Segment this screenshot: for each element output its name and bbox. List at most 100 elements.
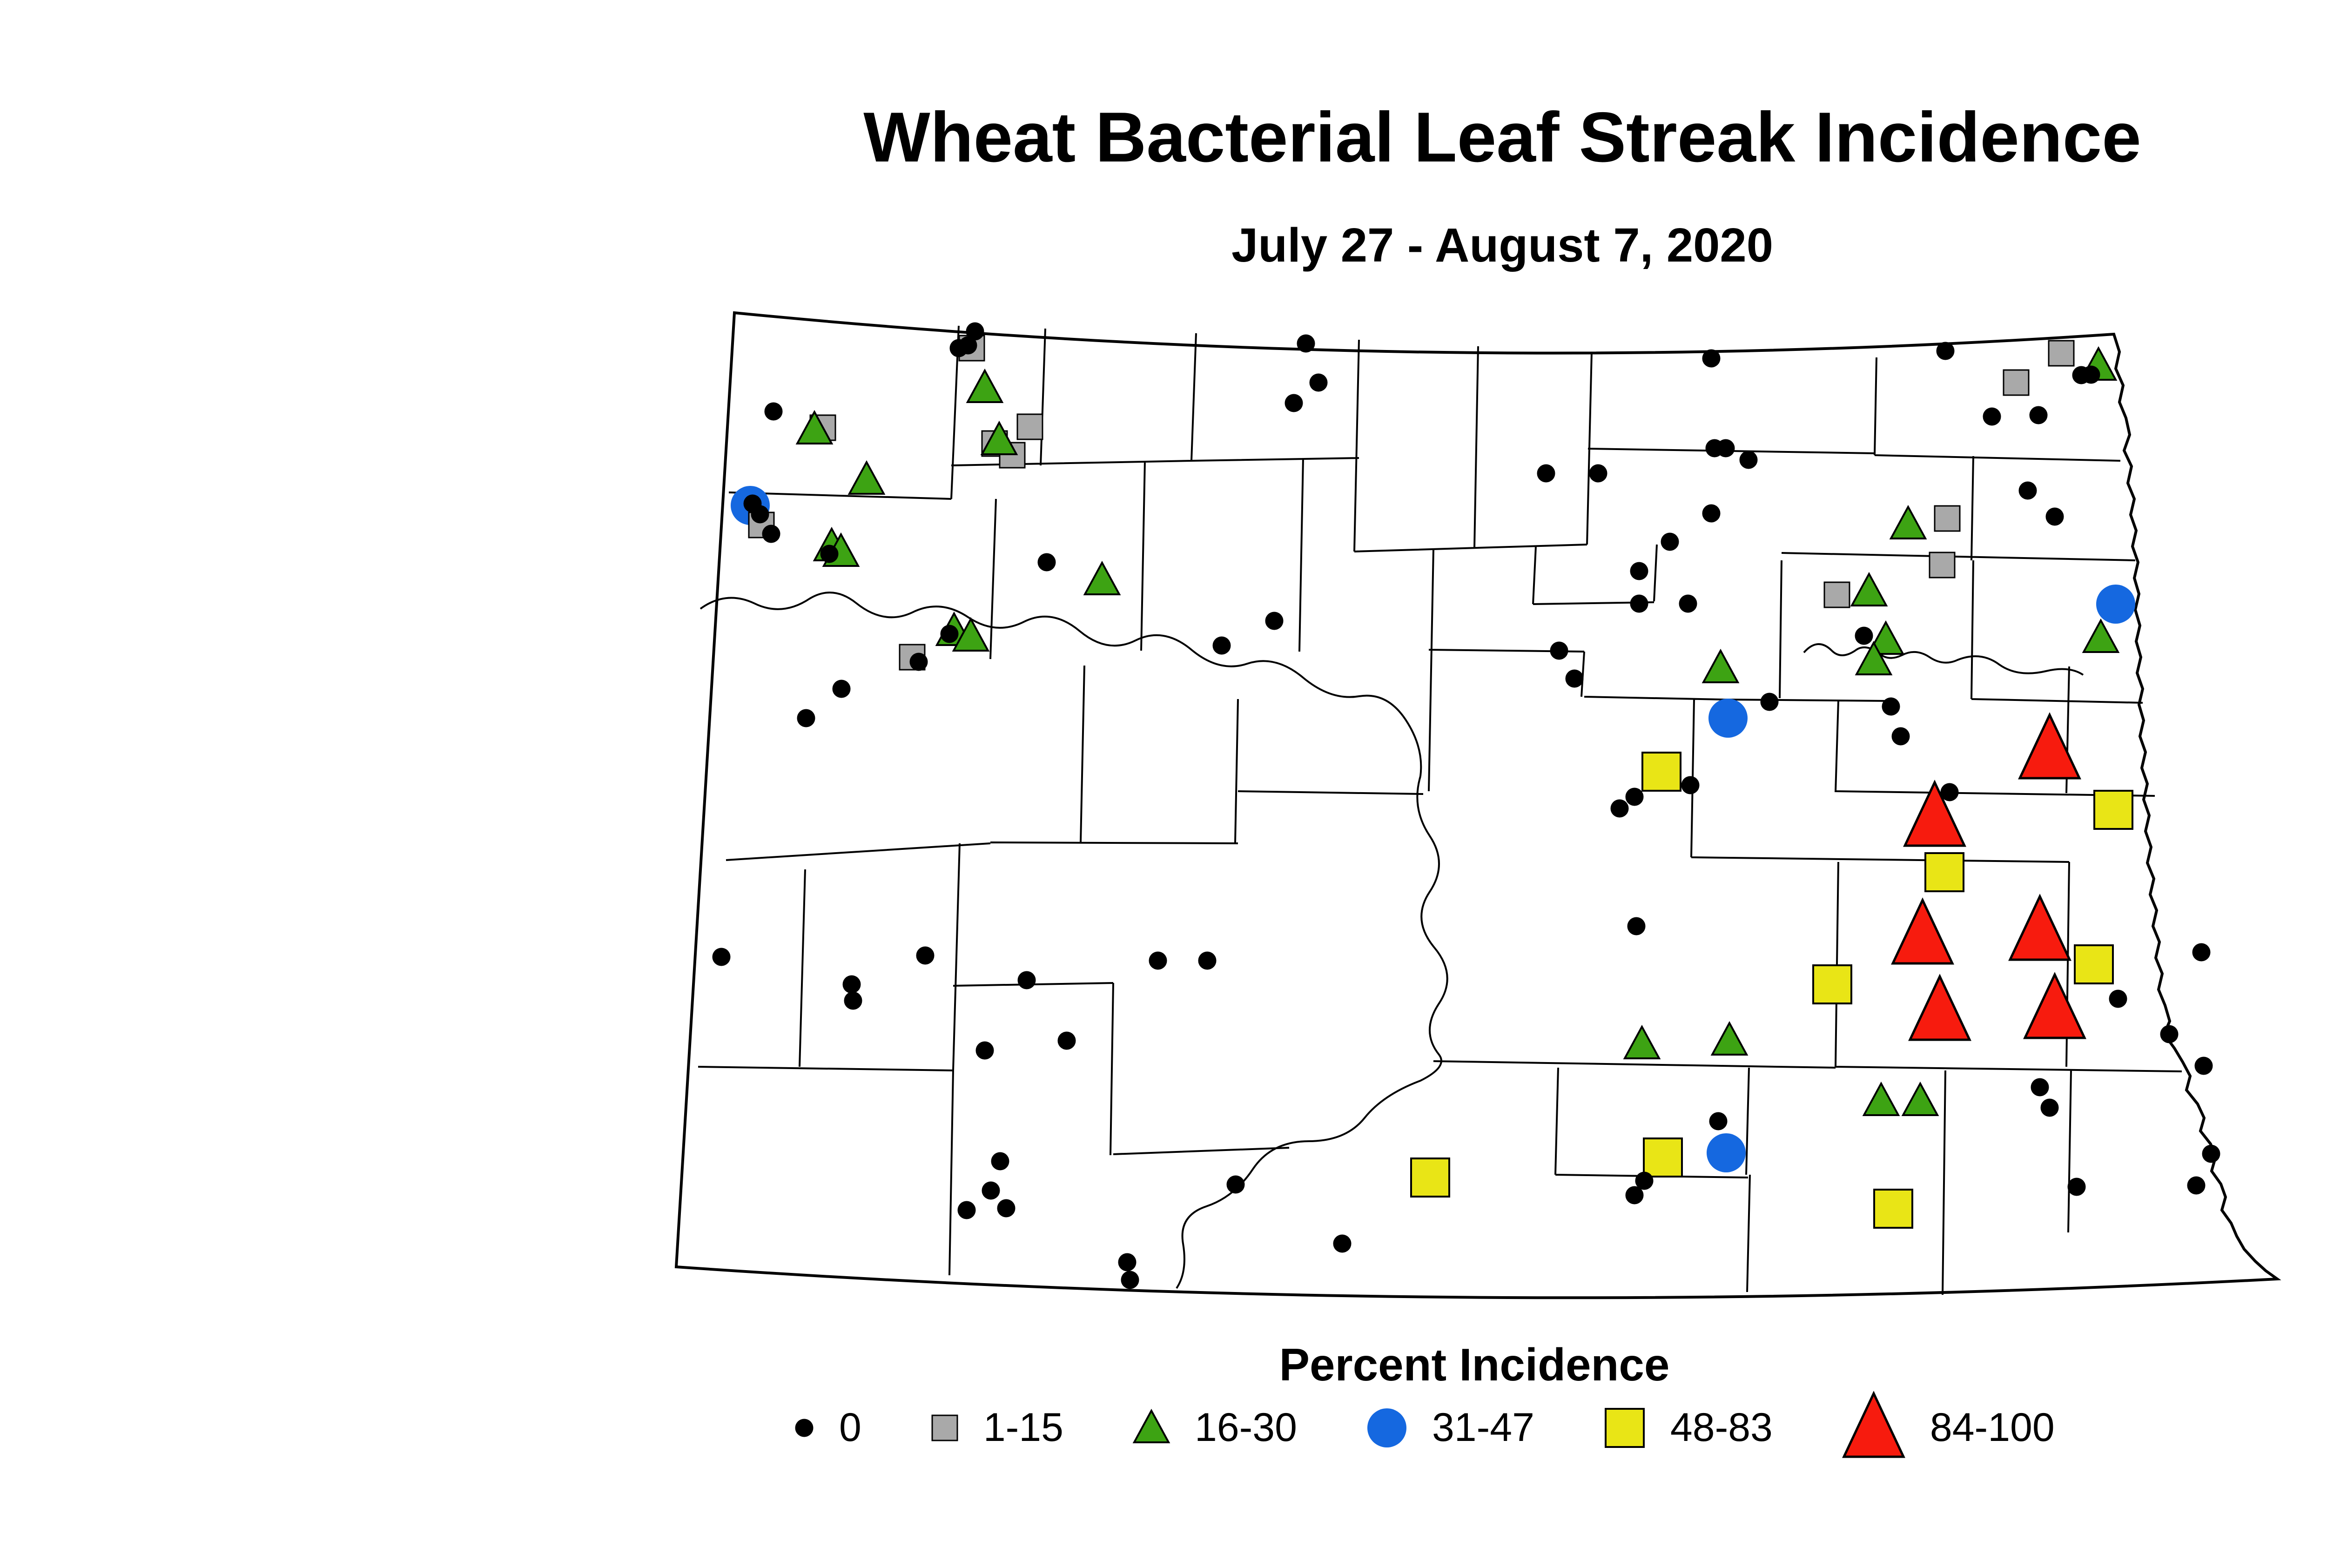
map-marker-green <box>1867 620 1905 655</box>
map-marker-dot <box>1630 594 1648 613</box>
map-marker-dot <box>1226 1175 1245 1194</box>
map-marker-dot <box>2192 943 2211 962</box>
map-marker-dot <box>975 1041 994 1060</box>
legend-item-label: 1-15 <box>983 1405 1063 1450</box>
map-marker-green <box>1862 1081 1900 1116</box>
map-marker-dot <box>982 1181 1000 1200</box>
legend-item: 16-30 <box>1132 1405 1297 1451</box>
map-marker-dot <box>1017 971 1036 989</box>
map-marker-green <box>2082 618 2120 653</box>
map-marker-dot <box>1679 594 1697 613</box>
map-marker-green <box>1901 1081 1939 1116</box>
map-marker-dot <box>842 975 861 994</box>
map-marker-blue <box>1707 1133 1746 1172</box>
map-marker-dot <box>1118 1253 1137 1272</box>
map-marker-dot <box>1702 504 1721 523</box>
map-marker-green <box>952 617 990 652</box>
map-marker-dot <box>1983 407 2001 426</box>
map-marker-yellow <box>1924 852 1964 892</box>
map-marker-yellow <box>1873 1189 1913 1229</box>
legend-item: 0 <box>794 1405 861 1451</box>
map-marker-dot <box>1716 439 1735 458</box>
legend-item: 84-100 <box>1842 1390 2055 1462</box>
map-marker-dot <box>1760 693 1779 711</box>
map-marker-dot <box>2067 1178 2086 1196</box>
map-marker-dot <box>1297 334 1315 353</box>
legend-item-label: 0 <box>839 1405 861 1450</box>
map-marker-red <box>1891 897 1954 965</box>
county-boundaries <box>698 325 2182 1295</box>
map-marker-gray <box>2048 340 2075 367</box>
map-marker-dot <box>1037 553 1056 572</box>
map-marker-dot <box>751 505 769 524</box>
map-marker-dot <box>820 545 839 563</box>
map-marker-dot <box>2029 406 2048 424</box>
map-marker-green <box>1702 648 1740 683</box>
incidence-markers <box>712 322 2220 1289</box>
map-marker-dot <box>1625 1186 1644 1205</box>
legend-item: 31-47 <box>1366 1405 1534 1451</box>
map-marker-dot <box>2187 1176 2206 1195</box>
map-marker-dot <box>909 653 928 671</box>
map-marker-dot <box>2045 507 2064 526</box>
map-marker-dot <box>832 680 851 698</box>
map-marker-gray <box>1016 413 1043 440</box>
map-marker-green <box>1850 572 1888 606</box>
map-marker-dot <box>1212 636 1231 655</box>
map-marker-dot <box>1739 451 1758 469</box>
legend: 0 1-15 16-30 31-47 48-83 84-100 <box>794 1387 2055 1468</box>
page-title: Wheat Bacterial Leaf Streak Incidence <box>863 98 2141 177</box>
map-marker-dot <box>1635 1171 1654 1190</box>
map-marker-blue <box>2096 585 2135 624</box>
map-marker-dot <box>2018 481 2037 500</box>
map-marker-dot <box>2031 1078 2049 1097</box>
lake-devils <box>1803 643 2084 676</box>
map-marker-dot <box>2202 1144 2220 1163</box>
map-marker-green <box>966 368 1004 403</box>
river-missouri-lower <box>1176 776 1448 1289</box>
map-marker-dot <box>1265 612 1284 630</box>
map-marker-green <box>847 460 886 495</box>
map-marker-green <box>1710 1021 1749 1056</box>
map-marker-dot <box>959 336 977 355</box>
legend-marker-green-icon <box>1132 1408 1170 1443</box>
map-marker-green <box>980 420 1018 455</box>
legend-marker-red-icon <box>1842 1390 1905 1458</box>
map-marker-dot <box>762 525 780 543</box>
map-marker-dot <box>1057 1031 1076 1050</box>
map-marker-dot <box>797 709 815 727</box>
legend-title: Percent Incidence <box>1279 1339 1670 1390</box>
map-marker-dot <box>1565 669 1584 688</box>
map-marker-dot <box>916 946 935 965</box>
map-marker-red <box>2018 712 2081 780</box>
map-marker-red <box>1903 780 1966 847</box>
state-outline <box>674 311 2281 1299</box>
map-marker-green <box>1623 1024 1661 1059</box>
map-marker-dot <box>1681 776 1700 794</box>
map-marker-green <box>1855 640 1893 675</box>
map-marker-yellow <box>2074 944 2114 984</box>
map-marker-gray <box>1823 581 1850 608</box>
map-marker-dot <box>1550 641 1568 660</box>
map-marker-green <box>795 410 834 444</box>
map-marker-dot <box>2109 989 2127 1008</box>
map-marker-yellow <box>2093 790 2133 830</box>
map-marker-dot <box>2160 1025 2179 1043</box>
river-missouri-upper <box>699 592 1422 777</box>
map-marker-red <box>2023 972 2086 1039</box>
map-marker-yellow <box>1812 964 1852 1004</box>
legend-marker-gray-icon <box>931 1414 958 1441</box>
map-marker-dot <box>1333 1234 1352 1253</box>
map-marker-dot <box>1589 464 1607 483</box>
map-marker-blue <box>1708 699 1748 738</box>
map-marker-dot <box>997 1199 1016 1218</box>
legend-marker-dot-icon <box>795 1419 814 1437</box>
map-marker-dot <box>2082 365 2100 384</box>
map-marker-dot <box>1610 799 1629 818</box>
map-marker-dot <box>1702 349 1721 368</box>
map-marker-dot <box>712 948 731 966</box>
map-marker-dot <box>1630 562 1648 580</box>
map-marker-dot <box>1891 727 1910 746</box>
map-marker-green <box>1889 505 1927 539</box>
map-marker-yellow <box>1410 1157 1450 1198</box>
